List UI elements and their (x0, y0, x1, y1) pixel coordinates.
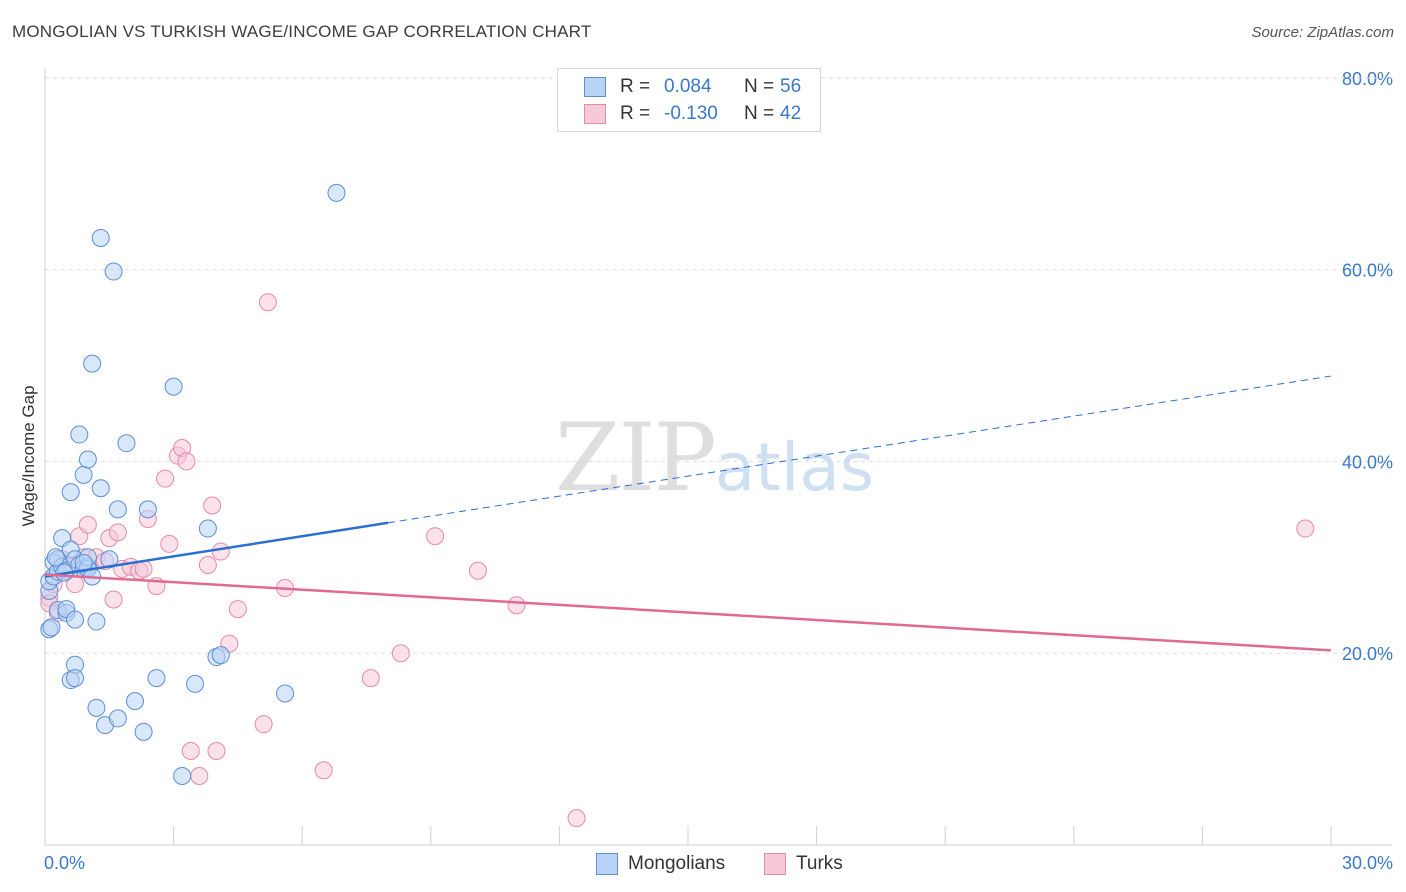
y-tick-label: 20.0% (1342, 644, 1393, 664)
legend-r-value: -0.130 (664, 103, 718, 124)
mongolians-trend-line (44, 521, 389, 578)
mongolians-point (138, 500, 157, 519)
turks-point (314, 761, 333, 780)
legend-n-label: N = (744, 103, 775, 124)
turks-point (391, 644, 410, 663)
mongolians-point (126, 692, 145, 711)
turks-point (108, 523, 127, 542)
mongolians-point (74, 465, 93, 484)
bottom-legend-mongolians: Mongolians (596, 852, 725, 876)
bottom-legend-swatch-turks (764, 853, 786, 875)
mongolians-point (91, 479, 110, 498)
mongolians-point (78, 450, 97, 469)
x-tick-label: 30.0% (1342, 853, 1393, 873)
turks-point (198, 555, 217, 574)
chart-title: MONGOLIAN VS TURKISH WAGE/INCOME GAP COR… (12, 22, 592, 41)
mongolians-point (134, 722, 153, 741)
watermark-zip: ZIP (555, 404, 717, 513)
bottom-legend-label-turks: Turks (796, 853, 843, 874)
turks-point (507, 596, 526, 615)
turks-point (567, 809, 586, 828)
mongolians-point (87, 612, 106, 631)
mongolians-point (83, 354, 102, 373)
mongolians-point (108, 500, 127, 519)
turks-point (207, 742, 226, 761)
turks-point (228, 600, 247, 619)
mongolians-point (42, 618, 61, 637)
y-tick-label: 80.0% (1342, 69, 1393, 89)
turks-point (254, 715, 273, 734)
mongolians-point (87, 698, 106, 717)
turks-point (104, 590, 123, 609)
turks-trend-line (44, 573, 1332, 652)
turks-point (160, 534, 179, 553)
mongolians-point (173, 766, 192, 785)
legend-n-value: 56 (780, 76, 802, 97)
turks-point (78, 515, 97, 534)
mongolians-point (198, 519, 217, 538)
turks-point (181, 742, 200, 761)
legend-n-label: N = (744, 76, 775, 97)
turks-point (156, 469, 175, 488)
mongolians-point (70, 425, 89, 444)
legend-r-label: R = (620, 103, 651, 124)
mongolians-point (66, 610, 85, 629)
mongolians-point (100, 550, 119, 569)
mongolians-trend-extension (387, 375, 1332, 524)
mongolians-point (164, 377, 183, 396)
bottom-legend-label-mongolians: Mongolians (628, 853, 726, 874)
mongolians-point (91, 228, 110, 247)
y-axis-label: Wage/Income Gap (19, 385, 38, 526)
x-tick-label: 0.0% (44, 853, 85, 873)
turks-point (203, 496, 222, 515)
mongolians-point (61, 483, 80, 502)
legend-swatch-turks (584, 104, 606, 124)
turks-point (361, 669, 380, 688)
legend-row-turks: R = -0.130 N = 42 (584, 101, 801, 127)
y-tick-label: 60.0% (1342, 261, 1393, 281)
bottom-legend-swatch-mongolians (596, 853, 618, 875)
legend-row-mongolians: R = 0.084 N = 56 (584, 74, 801, 100)
mongolians-point (186, 674, 205, 693)
watermark-atlas: atlas (714, 429, 875, 506)
turks-point (1296, 519, 1315, 538)
mongolians-point (104, 262, 123, 281)
mongolians-point (147, 669, 166, 688)
turks-point (468, 561, 487, 580)
legend-r-value: 0.084 (664, 76, 712, 97)
mongolians-point (276, 684, 295, 703)
mongolians-point (46, 548, 65, 567)
y-tick-label: 40.0% (1342, 452, 1393, 472)
turks-point (211, 542, 230, 561)
turks-point (190, 766, 209, 785)
turks-point (258, 293, 277, 312)
legend-r-label: R = (620, 76, 651, 97)
source-label: Source: ZipAtlas.com (1251, 24, 1394, 41)
bottom-legend-turks: Turks (764, 852, 843, 876)
mongolians-point (211, 646, 230, 665)
stats-legend: R = 0.084 N = 56 R = -0.130 N = 42 (557, 68, 821, 132)
watermark: ZIPatlas (555, 404, 874, 513)
mongolians-point (66, 669, 85, 688)
mongolians-point (108, 709, 127, 728)
mongolians-point (117, 434, 136, 453)
turks-point (177, 452, 196, 471)
turks-point (426, 527, 445, 546)
legend-n-value: 42 (780, 103, 802, 124)
mongolians-point (327, 183, 346, 202)
legend-swatch-mongolians (584, 77, 606, 97)
